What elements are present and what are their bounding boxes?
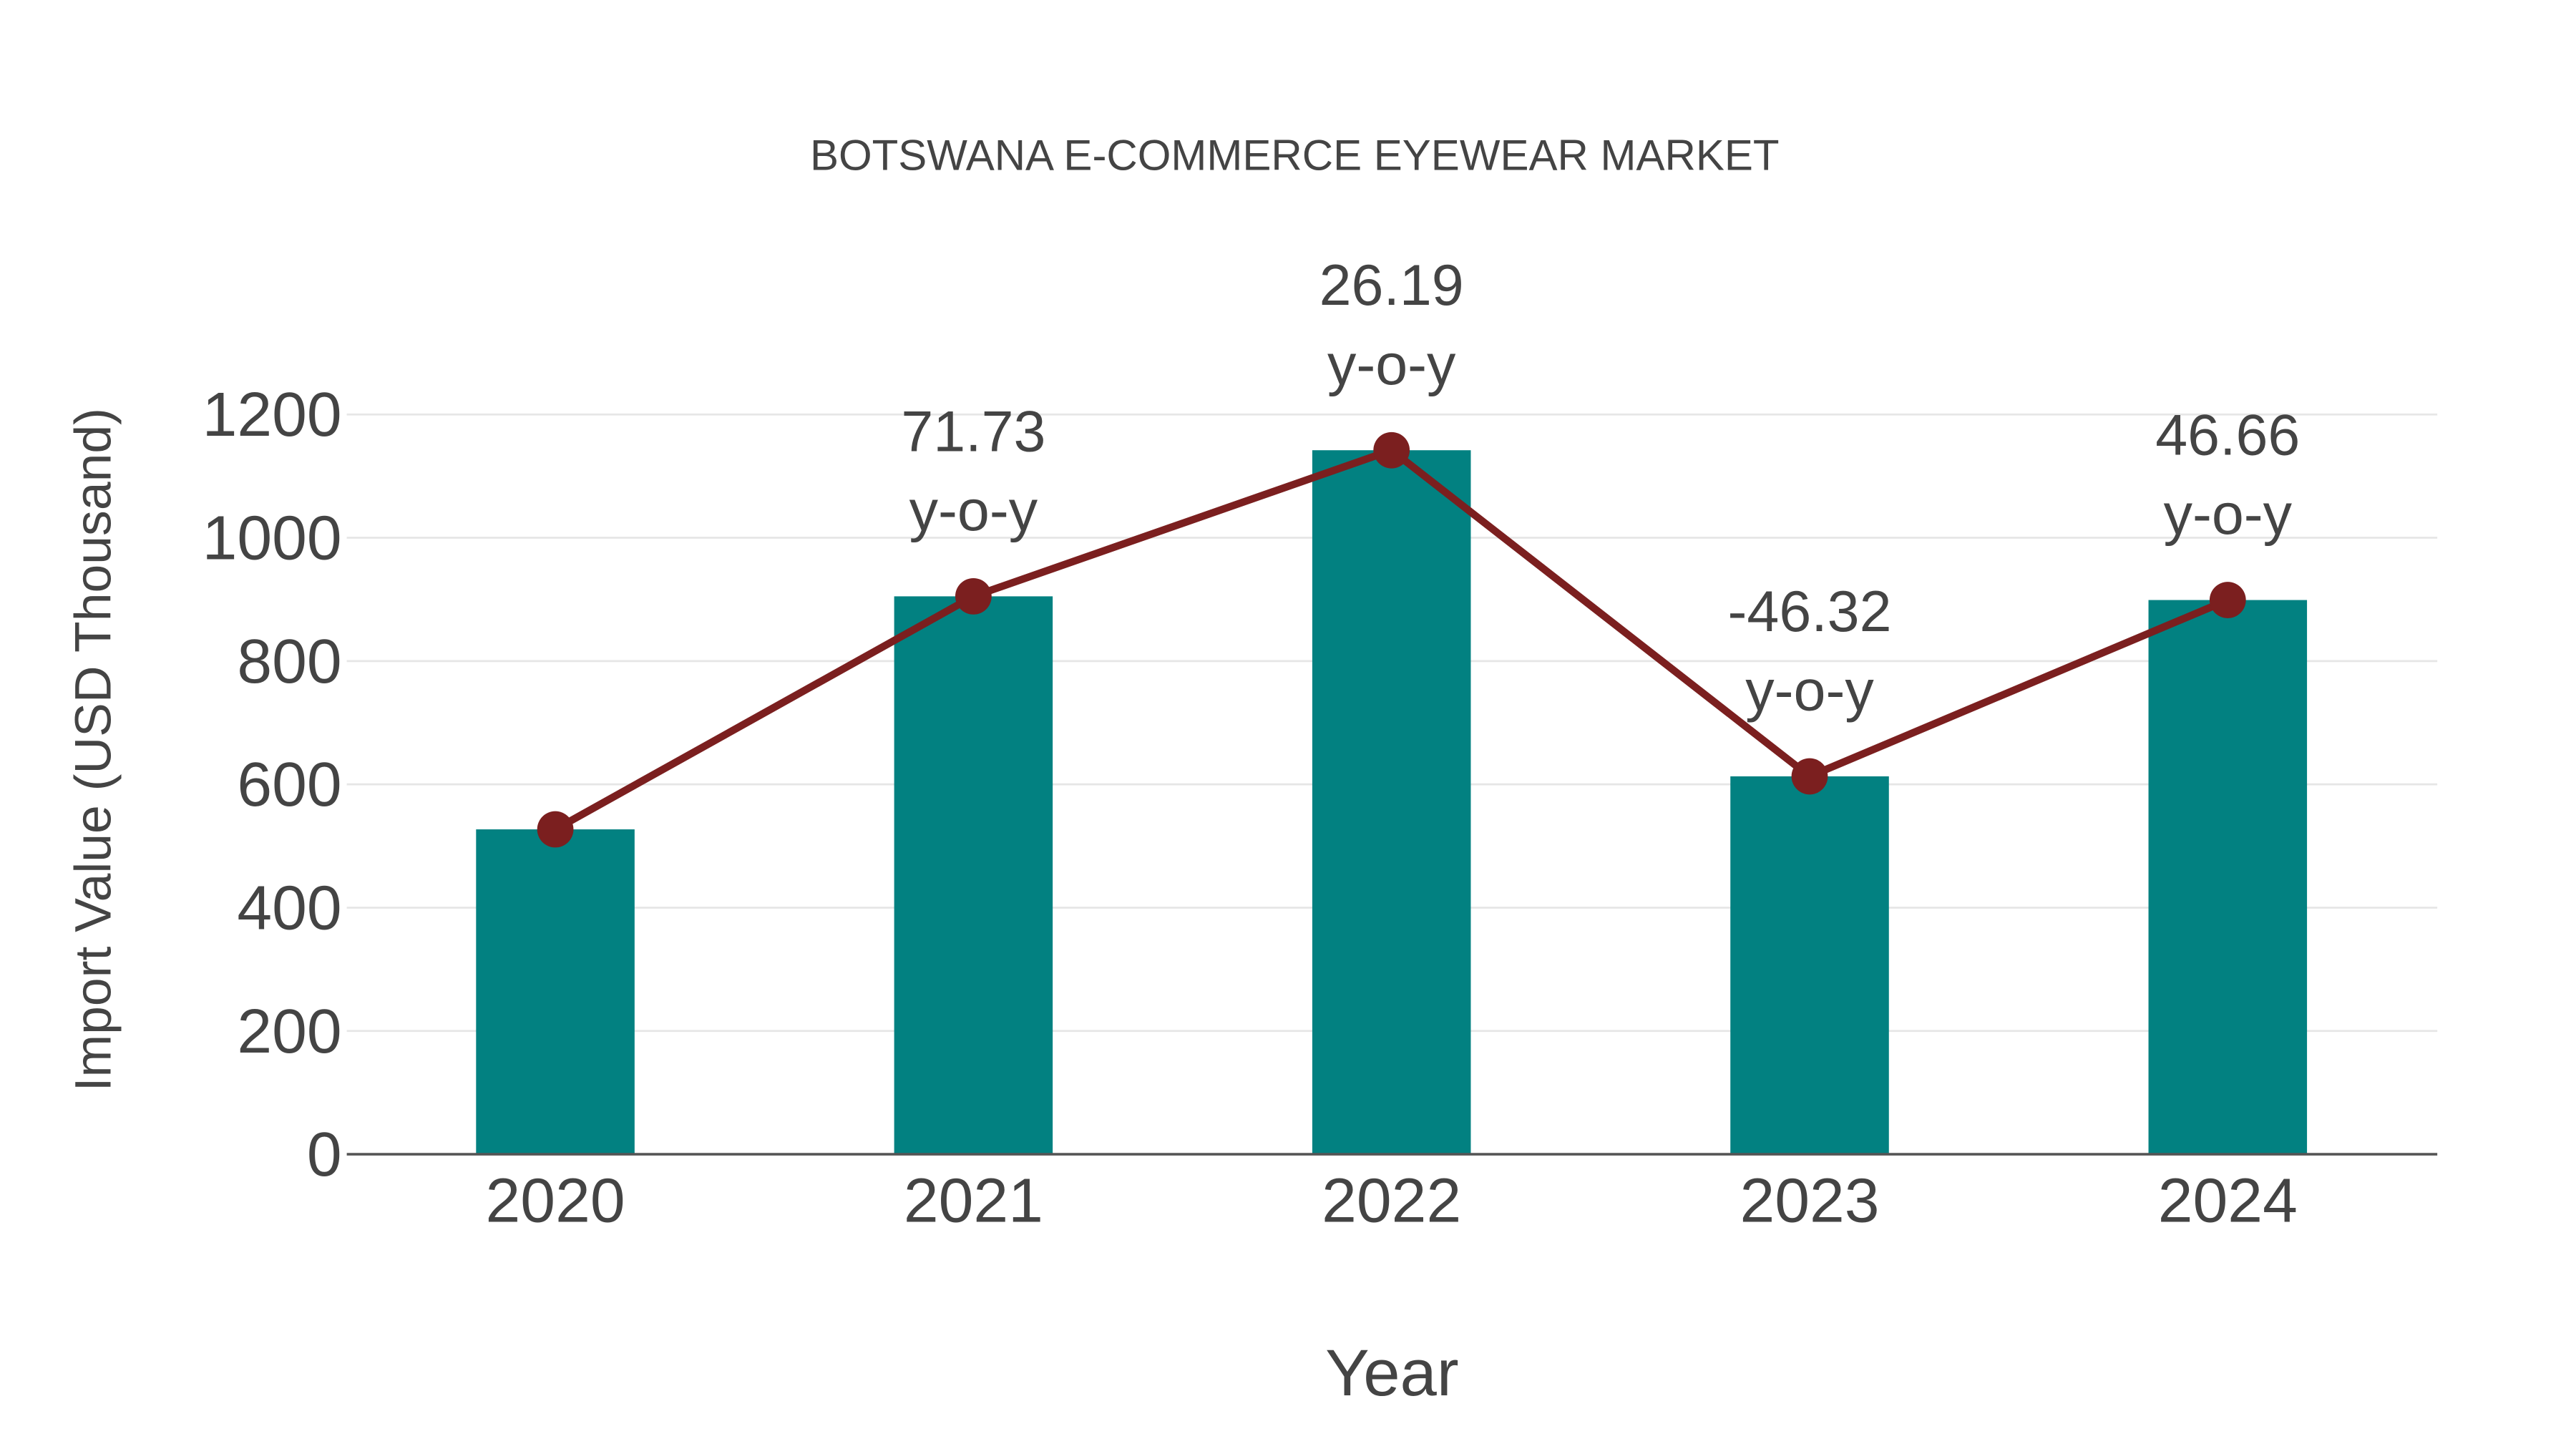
x-axis-ticks: 2020 2021 2022 2023 2024: [486, 1166, 2298, 1236]
y-tick-label: 800: [237, 626, 341, 696]
bars: [476, 450, 2308, 1155]
x-tick-label: 2022: [1322, 1166, 1461, 1236]
yoy-suffix: y-o-y: [2164, 482, 2293, 547]
y-tick-label: 0: [307, 1119, 342, 1189]
y-tick-label: 600: [237, 749, 341, 819]
yoy-value: -46.32: [1728, 580, 1892, 644]
x-axis-title: Year: [1325, 1335, 1458, 1410]
bar-2020: [476, 829, 635, 1155]
yoy-suffix: y-o-y: [1745, 659, 1874, 723]
chart-title: BOTSWANA E-COMMERCE EYEWEAR MARKET: [810, 132, 1780, 180]
yoy-value: 71.73: [901, 399, 1045, 464]
x-tick-label: 2021: [904, 1166, 1043, 1236]
marker-2022: [1373, 431, 1410, 469]
x-tick-label: 2023: [1740, 1166, 1879, 1236]
x-tick-label: 2020: [486, 1166, 625, 1236]
yoy-value: 46.66: [2155, 403, 2300, 467]
marker-2023: [1791, 758, 1828, 795]
trend-line: [537, 431, 2246, 848]
y-axis-title: Import Value (USD Thousand): [65, 408, 122, 1091]
yoy-suffix: y-o-y: [1327, 333, 1456, 397]
marker-2021: [955, 578, 992, 615]
yoy-suffix: y-o-y: [909, 479, 1038, 543]
marker-2024: [2209, 582, 2246, 618]
yoy-annotations: y-o-y 71.73 y-o-y 26.19 y-o-y -46.32 y-o-y 46.6…: [901, 253, 2300, 723]
x-tick-label: 2024: [2158, 1166, 2298, 1236]
marker-2020: [537, 811, 574, 848]
bar-2021: [894, 596, 1053, 1155]
y-tick-label: 400: [237, 872, 341, 942]
y-tick-label: 1200: [203, 379, 342, 449]
bar-2023: [1730, 776, 1889, 1155]
y-tick-label: 200: [237, 996, 341, 1066]
y-tick-label: 1000: [203, 503, 342, 573]
bar-2024: [2148, 600, 2308, 1155]
bar-2022: [1312, 450, 1471, 1155]
yoy-value: 26.19: [1319, 253, 1464, 318]
y-axis-ticks: 0 200 400 600 800 1000 1200: [203, 379, 342, 1189]
